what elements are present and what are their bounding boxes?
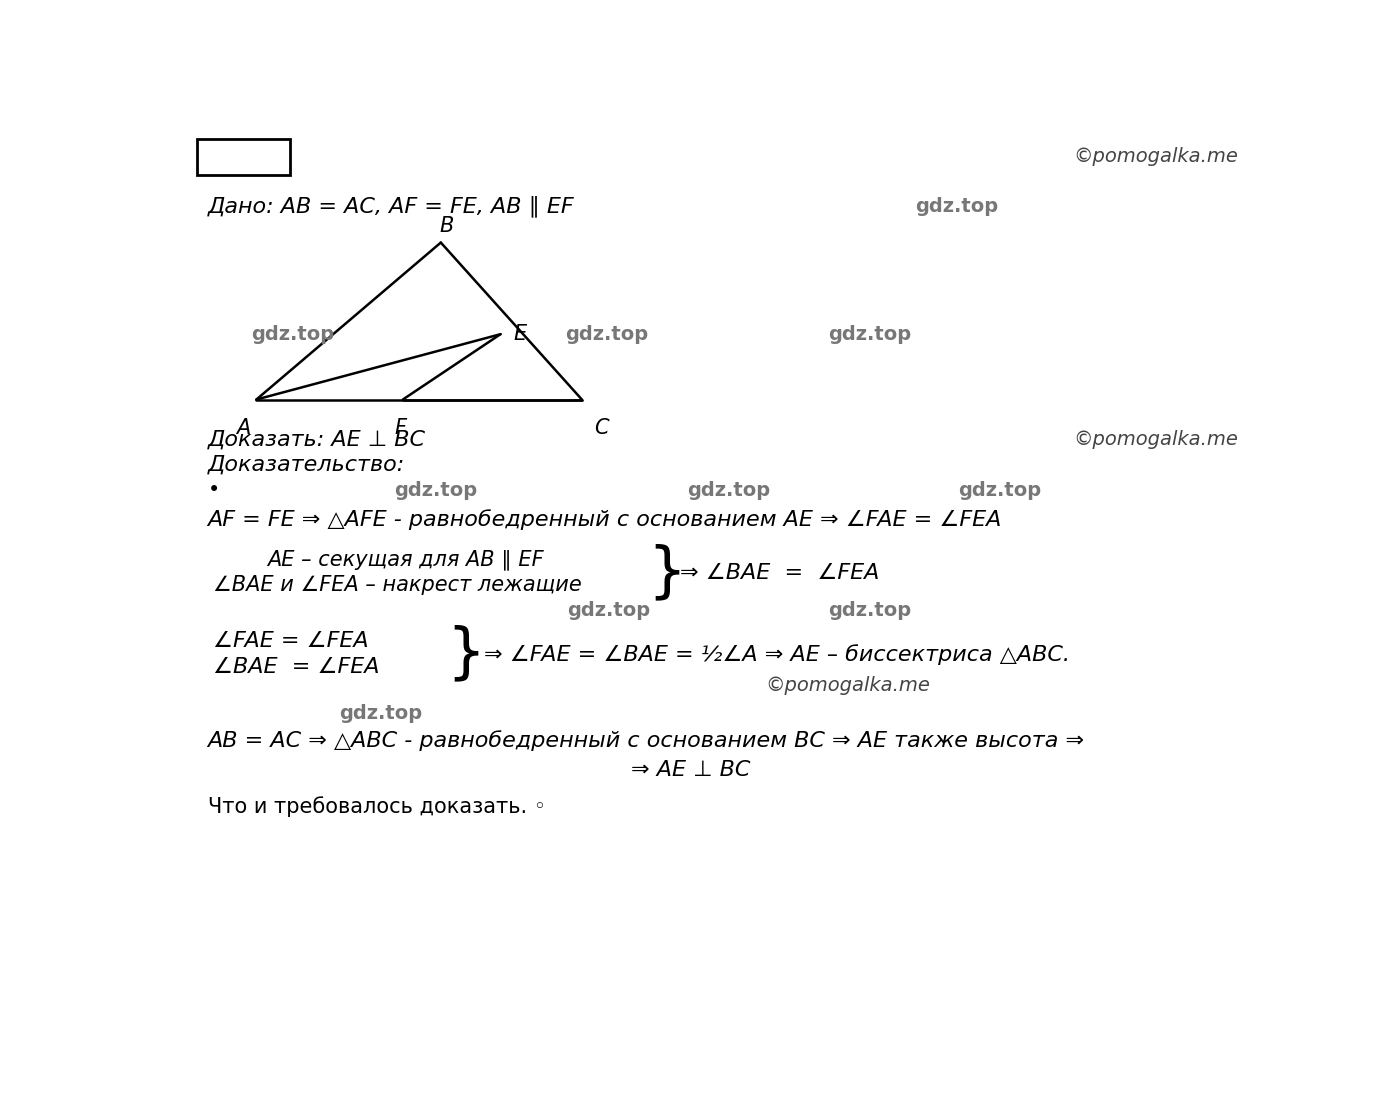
- Text: C: C: [594, 418, 609, 439]
- Text: AB = AC ⇒ △ABC - равнобедренный с основанием BC ⇒ AE также высота ⇒: AB = AC ⇒ △ABC - равнобедренный с основа…: [207, 731, 1085, 752]
- Text: ©pomogalka.me: ©pomogalka.me: [1074, 430, 1238, 449]
- Text: AE – секущая для AB ∥ EF: AE – секущая для AB ∥ EF: [267, 550, 543, 570]
- Text: ©pomogalka.me: ©pomogalka.me: [1074, 148, 1238, 166]
- Text: ⇒ AE ⊥ BC: ⇒ AE ⊥ BC: [630, 760, 750, 780]
- Text: AF = FE ⇒ △AFE - равнобедренный с основанием AE ⇒ ∠FAE = ∠FEA: AF = FE ⇒ △AFE - равнобедренный с основа…: [207, 509, 1002, 530]
- Text: gdz.top: gdz.top: [914, 196, 998, 216]
- Text: ⇒ ∠BAE  =  ∠FEA: ⇒ ∠BAE = ∠FEA: [679, 563, 879, 583]
- Text: 346.: 346.: [213, 144, 274, 169]
- Text: }: }: [447, 625, 486, 683]
- Text: A: A: [237, 418, 251, 439]
- Text: gdz.top: gdz.top: [827, 602, 911, 620]
- Text: ⇒ ∠FAE = ∠BAE = ½∠A ⇒ AE – биссектриса △ABC.: ⇒ ∠FAE = ∠BAE = ½∠A ⇒ AE – биссектриса △…: [484, 644, 1070, 665]
- Text: }: }: [647, 543, 686, 602]
- Text: E: E: [514, 324, 526, 344]
- Text: Доказать: AE ⊥ BC: Доказать: AE ⊥ BC: [207, 430, 426, 450]
- Text: ∠BAE  = ∠FEA: ∠BAE = ∠FEA: [213, 657, 379, 677]
- Text: B: B: [440, 216, 454, 236]
- Text: ∠BAE и ∠FEA – накрест лежащие: ∠BAE и ∠FEA – накрест лежащие: [213, 575, 582, 595]
- Text: Доказательство:: Доказательство:: [207, 455, 405, 475]
- Text: gdz.top: gdz.top: [958, 480, 1042, 500]
- Text: ∠FAE = ∠FEA: ∠FAE = ∠FEA: [213, 631, 368, 651]
- Text: gdz.top: gdz.top: [251, 325, 335, 344]
- Text: gdz.top: gdz.top: [393, 480, 477, 500]
- Text: gdz.top: gdz.top: [827, 325, 911, 344]
- Text: F: F: [395, 418, 406, 439]
- Text: •: •: [207, 480, 220, 500]
- Text: gdz.top: gdz.top: [687, 480, 770, 500]
- Text: Что и требовалось доказать. ◦: Что и требовалось доказать. ◦: [207, 797, 546, 818]
- Text: gdz.top: gdz.top: [340, 704, 423, 723]
- FancyBboxPatch shape: [196, 139, 290, 175]
- Text: Дано: AB = AC, AF = FE, AB ∥ EF: Дано: AB = AC, AF = FE, AB ∥ EF: [207, 195, 574, 217]
- Text: gdz.top: gdz.top: [567, 602, 651, 620]
- Text: gdz.top: gdz.top: [566, 325, 648, 344]
- Text: ©pomogalka.me: ©pomogalka.me: [766, 676, 930, 695]
